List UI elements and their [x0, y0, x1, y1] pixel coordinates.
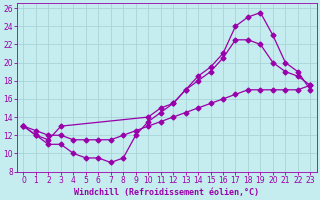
X-axis label: Windchill (Refroidissement éolien,°C): Windchill (Refroidissement éolien,°C) — [74, 188, 260, 197]
